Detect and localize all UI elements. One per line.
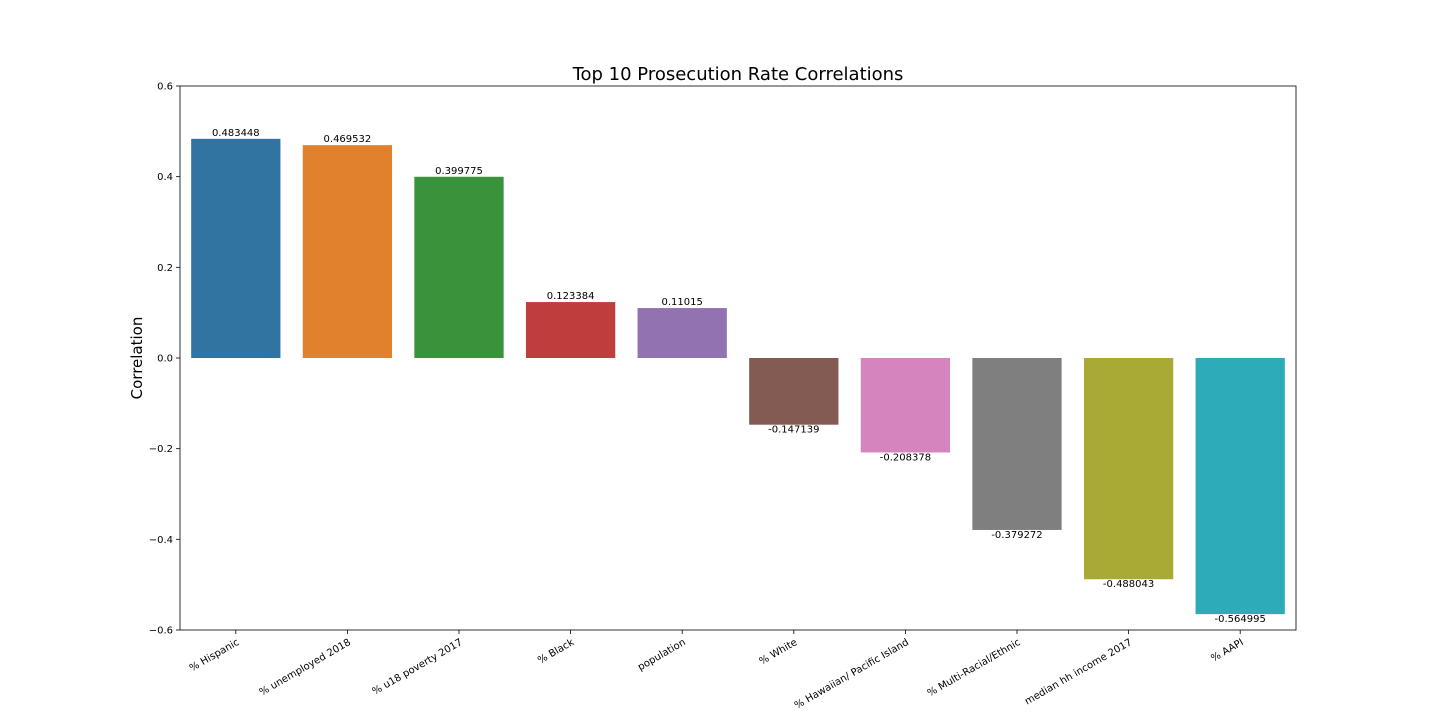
bar <box>1083 358 1174 580</box>
bar-value-label: -0.208378 <box>880 452 931 463</box>
bar <box>749 358 839 425</box>
x-tick-label: population <box>636 637 688 673</box>
bar <box>972 358 1062 530</box>
bar <box>637 308 727 358</box>
x-tick-label: % Hawaiian/ Pacific Island <box>793 637 911 711</box>
bar <box>191 138 281 358</box>
bar <box>860 358 951 453</box>
y-axis-ticks: 0.6 0.4 0.2 0.0 −0.2 −0.4 −0.6 <box>149 82 180 637</box>
bar <box>302 145 393 358</box>
bar-value-label: 0.399775 <box>435 166 483 177</box>
bar-value-label: 0.469532 <box>324 134 372 145</box>
bar-labels-group: 0.483448 0.469532 0.399775 0.123384 0.11015 -… <box>212 128 1266 625</box>
bar <box>525 302 616 358</box>
y-tick-label: 0.0 <box>157 354 173 365</box>
bars-group <box>191 138 1285 615</box>
x-tick-label: % Multi-Racial/Ethnic <box>926 637 1023 699</box>
x-tick-label: % White <box>758 637 800 667</box>
plot-area-frame <box>179 85 1297 631</box>
x-tick-label: % Hispanic <box>188 637 241 674</box>
bar-value-label: -0.379272 <box>991 530 1042 541</box>
y-axis-label: Correlation <box>128 317 146 400</box>
y-tick-label: 0.6 <box>157 82 173 93</box>
bar-value-label: 0.123384 <box>547 291 595 302</box>
y-tick-label: −0.2 <box>149 444 173 455</box>
bar-value-label: -0.488043 <box>1103 579 1154 590</box>
x-axis-ticks: % Hispanic % unemployed 2018 % u18 poverty… <box>188 630 1246 712</box>
y-tick-label: 0.4 <box>157 172 173 183</box>
y-tick-label: −0.4 <box>149 535 173 546</box>
bar-value-label: 0.11015 <box>662 297 703 308</box>
bar <box>414 176 504 358</box>
bar-value-label: -0.147139 <box>768 425 819 436</box>
x-tick-label: median hh income 2017 <box>1023 637 1134 707</box>
y-tick-label: 0.2 <box>157 263 173 274</box>
x-tick-label: % AAPI <box>1209 637 1245 664</box>
bar-value-label: -0.564995 <box>1215 614 1266 625</box>
x-tick-label: % u18 poverty 2017 <box>371 637 465 698</box>
bar <box>1195 358 1285 615</box>
bar-value-label: 0.483448 <box>212 128 260 139</box>
x-tick-label: % Black <box>536 637 576 666</box>
chart-title: Top 10 Prosecution Rate Correlations <box>572 64 904 85</box>
y-tick-label: −0.6 <box>149 626 173 637</box>
x-tick-label: % unemployed 2018 <box>258 637 353 698</box>
